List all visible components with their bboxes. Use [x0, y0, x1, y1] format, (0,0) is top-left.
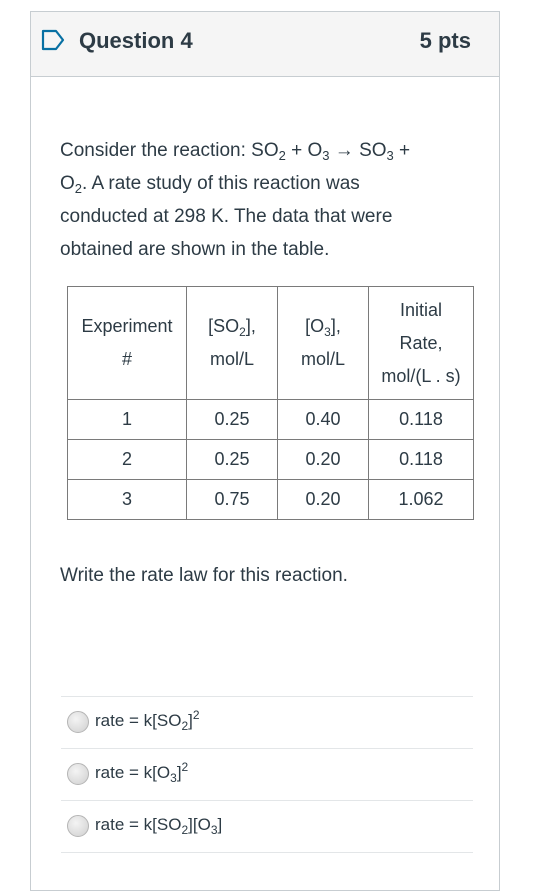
- answer-label[interactable]: rate = k[SO2][O3]: [95, 815, 223, 837]
- question-line-2: O2. A rate study of this reaction was: [60, 173, 360, 196]
- question-card: Question 4 5 pts Consider the reaction: …: [30, 11, 500, 891]
- cell-exp: 3: [67, 479, 187, 520]
- header-so2: [SO2], mol/L: [186, 286, 278, 400]
- header-o3: [O3], mol/L: [277, 286, 369, 400]
- answer-option-3[interactable]: rate = k[SO2][O3]: [61, 800, 473, 852]
- radio-button[interactable]: [67, 815, 89, 837]
- table-row: 2 0.25 0.20 0.118: [67, 439, 474, 480]
- cell-exp: 1: [67, 399, 187, 440]
- question-line-1: Consider the reaction: SO2 + O3 → SO3 +: [60, 140, 411, 163]
- question-header: Question 4 5 pts: [31, 12, 499, 77]
- answer-option-1[interactable]: rate = k[SO2]2: [61, 696, 473, 748]
- cell-o3: 0.20: [277, 439, 369, 480]
- radio-button[interactable]: [67, 711, 89, 733]
- cell-rate: 0.118: [368, 439, 474, 480]
- cell-so2: 0.25: [186, 439, 278, 480]
- question-prompt: Write the rate law for this reaction.: [60, 565, 348, 586]
- cell-rate: 0.118: [368, 399, 474, 440]
- options-divider: [61, 852, 473, 854]
- question-line-4: obtained are shown in the table.: [60, 239, 330, 260]
- answer-option-2[interactable]: rate = k[O3]2: [61, 748, 473, 800]
- table-row: 3 0.75 0.20 1.062: [67, 479, 474, 520]
- answer-label[interactable]: rate = k[O3]2: [95, 760, 189, 785]
- answer-label[interactable]: rate = k[SO2]2: [95, 708, 200, 733]
- answer-options: rate = k[SO2]2 rate = k[O3]2 rate = k[SO…: [61, 696, 473, 854]
- question-line-3: conducted at 298 K. The data that were: [60, 206, 393, 227]
- rate-data-table: Experiment # [SO2], mol/L [O3], mol/L In…: [67, 286, 474, 520]
- cell-so2: 0.25: [186, 399, 278, 440]
- header-experiment: Experiment #: [67, 286, 187, 400]
- header-initial-rate: Initial Rate, mol/(L . s): [368, 286, 474, 400]
- cell-o3: 0.40: [277, 399, 369, 440]
- question-title: Question 4: [79, 28, 193, 53]
- radio-button[interactable]: [67, 763, 89, 785]
- table-header-row: Experiment # [SO2], mol/L [O3], mol/L In…: [67, 286, 474, 400]
- question-text: Consider the reaction: SO2 + O3 → SO3 + …: [60, 134, 480, 266]
- question-points: 5 pts: [419, 28, 471, 53]
- cell-rate: 1.062: [368, 479, 474, 520]
- cell-so2: 0.75: [186, 479, 278, 520]
- bookmark-flag-icon[interactable]: [41, 29, 65, 51]
- table-row: 1 0.25 0.40 0.118: [67, 399, 474, 440]
- cell-o3: 0.20: [277, 479, 369, 520]
- cell-exp: 2: [67, 439, 187, 480]
